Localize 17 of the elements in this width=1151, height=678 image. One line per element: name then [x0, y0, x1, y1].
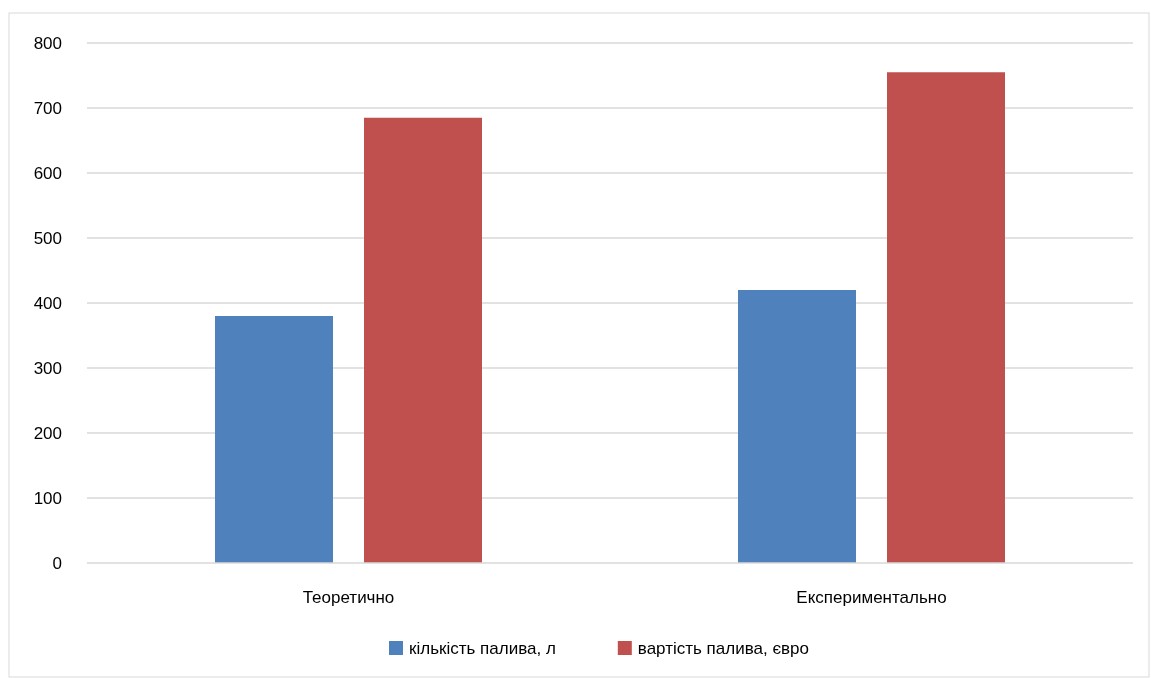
- x-tick-label: Експериментально: [796, 587, 947, 607]
- x-tick-label: Теоретично: [302, 587, 395, 607]
- y-tick-label: 200: [33, 423, 62, 443]
- bar: [215, 316, 333, 563]
- bar: [887, 72, 1005, 563]
- y-tick-label: 300: [33, 358, 62, 378]
- bar: [738, 290, 856, 563]
- y-tick-label: 100: [33, 488, 62, 508]
- legend-label: кількість палива, л: [409, 638, 556, 658]
- y-tick-label: 0: [52, 553, 62, 573]
- y-tick-label: 800: [33, 33, 62, 53]
- y-tick-label: 700: [33, 98, 62, 118]
- y-tick-label: 400: [33, 293, 62, 313]
- y-tick-label: 500: [33, 228, 62, 248]
- bar: [364, 117, 482, 563]
- legend-label: вартість палива, євро: [637, 638, 810, 658]
- y-tick-label: 600: [33, 163, 62, 183]
